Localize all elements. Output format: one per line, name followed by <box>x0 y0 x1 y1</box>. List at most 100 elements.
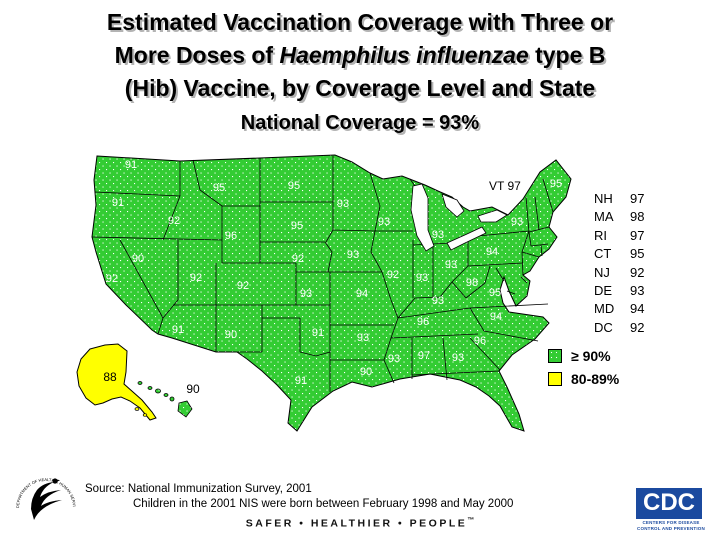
side-list-state: CT <box>594 246 612 262</box>
hawaii-big-island <box>177 400 193 418</box>
side-list-value: 98 <box>630 209 645 225</box>
side-list-state: NJ <box>594 264 610 280</box>
state-label-NM: 90 <box>225 329 237 341</box>
hawaii-island <box>163 393 169 397</box>
state-label-ID: 92 <box>168 215 180 227</box>
hawaii-island <box>155 388 161 394</box>
state-label-MT: 95 <box>213 182 225 194</box>
state-label-MI: 93 <box>432 229 444 241</box>
lake-erie <box>446 226 487 251</box>
side-list-state: MD <box>594 301 615 317</box>
hhs-eagle-icon <box>31 478 62 520</box>
state-label-WA: 91 <box>125 159 137 171</box>
cdc-logo-caption: CENTERS FOR DISEASE CONTROL AND PREVENTI… <box>637 520 705 531</box>
state-label-OR: 91 <box>112 197 124 209</box>
side-list-row-MA: MA 98 <box>594 208 644 226</box>
state-label-VA: 95 <box>489 287 501 299</box>
tagline-text: SAFER • HEALTHIER • PEOPLE <box>245 517 468 530</box>
hhs-seal: DEPARTMENT OF HEALTH & HUMAN SERVICES • … <box>11 464 80 540</box>
lake-michigan <box>410 183 435 252</box>
title-line2-italic: Haemphilus influenzae <box>279 42 529 68</box>
side-list-value: 92 <box>630 319 645 335</box>
state-label-PA: 94 <box>486 246 498 258</box>
legend-swatch-green <box>548 348 562 363</box>
hawaii-island <box>137 381 143 385</box>
state-label-OK: 91 <box>312 327 324 339</box>
side-list-row-RI: RI 97 <box>594 227 644 245</box>
cdc-logo: CDC CENTERS FOR DISEASE CONTROL AND PREV… <box>636 488 716 531</box>
title-subtitle-national-coverage: National Coverage = 93% <box>240 112 480 134</box>
lake-ontario <box>477 209 508 223</box>
side-list-row-DE: DE 93 <box>594 282 644 300</box>
source-line1: Source: National Immunization Survey, 20… <box>85 483 312 495</box>
title-line2-post: type B <box>528 42 606 68</box>
legend-item-80-89: 80-89% <box>548 367 619 390</box>
state-label-WV: 98 <box>466 277 478 289</box>
hawaii-islands <box>137 381 193 418</box>
state-label-ND: 95 <box>288 180 300 192</box>
trademark-symbol: ™ <box>467 517 475 524</box>
side-list-state: RI <box>594 227 607 243</box>
continental-us-outline <box>91 154 572 432</box>
state-label-IN: 93 <box>416 272 428 284</box>
state-label-OH: 93 <box>445 259 457 271</box>
state-label-KY: 93 <box>432 295 444 307</box>
safer-healthier-people-tagline: SAFER • HEALTHIER • PEOPLE™ <box>170 517 550 530</box>
aleutian-island <box>142 413 148 417</box>
side-list-value: 97 <box>630 227 645 243</box>
state-label-CA: 92 <box>106 273 118 285</box>
hawaii-island <box>169 396 175 402</box>
great-lakes <box>410 183 508 252</box>
state-label-IA: 93 <box>347 249 359 261</box>
state-label-SD: 95 <box>291 220 303 232</box>
state-label-FL: 93 <box>474 392 486 404</box>
hawaii-island <box>147 386 153 390</box>
state-label-GA: 93 <box>452 352 464 364</box>
state-label-NV: 90 <box>132 253 144 265</box>
state-label-IL: 92 <box>387 269 399 281</box>
state-label-LA: 90 <box>360 366 372 378</box>
state-label-HI: 90 <box>186 382 200 396</box>
state-label-MN: 93 <box>337 198 349 210</box>
title-line2: More Doses of Haemphilus influenzae type… <box>0 39 720 72</box>
side-list-state: MA <box>594 209 614 225</box>
state-label-AR: 93 <box>357 332 369 344</box>
side-list-value: 93 <box>630 283 645 299</box>
state-label-UT: 92 <box>190 272 202 284</box>
title-line3: (Hib) Vaccine, by Coverage Level and Sta… <box>124 75 596 101</box>
alaska <box>76 343 157 421</box>
side-list-row-MD: MD 94 <box>594 300 644 318</box>
state-label-MS: 93 <box>388 353 400 365</box>
side-list-state: DE <box>594 283 613 299</box>
legend-label: ≥ 90% <box>571 347 611 364</box>
state-label-SC: 96 <box>474 335 486 347</box>
state-label-WI: 93 <box>378 216 390 228</box>
state-label-MO: 94 <box>356 288 368 300</box>
state-label-CO: 92 <box>237 280 249 292</box>
side-list-row-DC: DC 92 <box>594 319 644 337</box>
northeast-states-list: NH 97 MA 98 RI 97 CT 95 NJ 92 DE 93 MD 94 DC 92 <box>594 190 644 337</box>
source-line2: Children in the 2001 NIS were born betwe… <box>133 498 514 510</box>
state-label-NY: 93 <box>511 216 523 228</box>
state-border-lines <box>91 156 554 392</box>
cdc-logo-box: CDC <box>636 488 702 519</box>
side-list-row-NJ: NJ 92 <box>594 264 644 282</box>
state-label-NE: 92 <box>292 253 304 265</box>
title-line1: Estimated Vaccination Coverage with Thre… <box>106 9 614 35</box>
legend-label: 80-89% <box>571 370 620 387</box>
state-label-AZ: 91 <box>172 324 184 336</box>
state-label-ME: 95 <box>550 178 562 190</box>
title-line2-pre: More Doses of <box>114 42 280 68</box>
legend-item-90-plus: ≥ 90% <box>548 344 619 367</box>
source-note: Source: National Immunization Survey, 20… <box>85 482 513 512</box>
side-list-value: 94 <box>630 301 645 317</box>
state-label-KS: 93 <box>300 288 312 300</box>
lake-huron <box>441 193 465 218</box>
state-label-AK: 88 <box>103 370 117 384</box>
side-list-value: 95 <box>630 246 645 262</box>
legend-swatch-yellow <box>548 371 562 386</box>
map-legend: ≥ 90% 80-89% <box>548 344 619 390</box>
side-list-value: 97 <box>630 191 645 206</box>
